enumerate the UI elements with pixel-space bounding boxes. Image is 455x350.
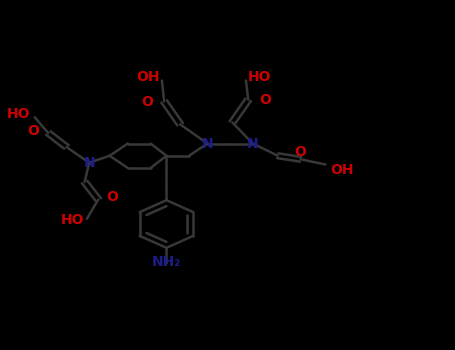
Text: HO: HO	[248, 70, 272, 84]
Text: N: N	[247, 136, 258, 150]
Text: OH: OH	[136, 70, 160, 84]
Text: OH: OH	[330, 163, 354, 177]
Text: HO: HO	[61, 214, 85, 228]
Text: O: O	[141, 94, 153, 108]
Text: O: O	[106, 190, 118, 204]
Text: N: N	[202, 136, 213, 150]
Text: HO: HO	[7, 107, 30, 121]
Text: O: O	[260, 93, 272, 107]
Text: O: O	[294, 145, 306, 159]
Text: N: N	[83, 156, 95, 170]
Text: O: O	[27, 124, 39, 138]
Text: NH₂: NH₂	[152, 256, 181, 270]
